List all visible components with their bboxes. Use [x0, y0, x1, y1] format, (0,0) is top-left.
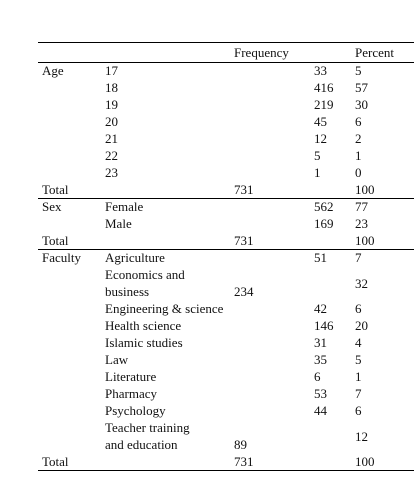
percent: 1 [355, 148, 362, 163]
percent: 6 [355, 114, 362, 129]
percent: 1 [355, 369, 362, 384]
row-item: Literature [105, 369, 157, 384]
section-rule [38, 249, 414, 250]
frequency: 146 [314, 318, 334, 333]
header-percent: Percent [355, 45, 394, 60]
frequency: 45 [314, 114, 327, 129]
total-percent: 100 [355, 233, 375, 248]
percent: 6 [355, 301, 362, 316]
header-rule [38, 62, 414, 63]
frequency: 33 [314, 63, 327, 78]
percent: 57 [355, 80, 368, 95]
frequency: 12 [314, 131, 327, 146]
frequency: 562 [314, 199, 334, 214]
row-item: 20 [105, 114, 118, 129]
frequency: 219 [314, 97, 334, 112]
row-item: 23 [105, 165, 118, 180]
frequency: 35 [314, 352, 327, 367]
percent: 5 [355, 63, 362, 78]
frequency: 53 [314, 386, 327, 401]
row-item: Male [105, 216, 132, 231]
percent: 6 [355, 403, 362, 418]
section-label: Sex [42, 199, 62, 214]
percent: 4 [355, 335, 362, 350]
percent: 2 [355, 131, 362, 146]
total-label: Total [42, 454, 69, 469]
frequency: 89 [234, 437, 247, 452]
frequency: 6 [314, 369, 321, 384]
section-rule [38, 198, 414, 199]
percent: 12 [355, 428, 368, 444]
row-item: 21 [105, 131, 118, 146]
row-item: Health science [105, 318, 182, 333]
section-rule [38, 470, 414, 471]
frequency: 234 [234, 284, 254, 299]
frequency: 31 [314, 335, 327, 350]
row-item: business [105, 284, 150, 299]
row-item: Law [105, 352, 129, 367]
row-item: Islamic studies [105, 335, 183, 350]
total-percent: 100 [355, 454, 375, 469]
row-item: Engineering & science [105, 301, 224, 316]
percent: 20 [355, 318, 368, 333]
row-item: Agriculture [105, 250, 165, 265]
row-item: Female [105, 199, 144, 214]
row-item: 19 [105, 97, 118, 112]
frequency: 416 [314, 80, 334, 95]
total-label: Total [42, 182, 69, 197]
total-frequency: 731 [234, 454, 254, 469]
percent: 7 [355, 386, 362, 401]
total-frequency: 731 [234, 182, 254, 197]
row-item: and education [105, 437, 178, 452]
total-percent: 100 [355, 182, 375, 197]
row-item: 18 [105, 80, 118, 95]
row-item: 17 [105, 63, 118, 78]
percent: 77 [355, 199, 368, 214]
row-item: Psychology [105, 403, 166, 418]
header-frequency: Frequency [234, 45, 289, 60]
frequency: 42 [314, 301, 327, 316]
frequency: 1 [314, 165, 321, 180]
percent: 23 [355, 216, 368, 231]
section-label: Age [42, 63, 64, 78]
frequency: 51 [314, 250, 327, 265]
row-item: Pharmacy [105, 386, 157, 401]
percent: 32 [355, 275, 368, 291]
frequency: 169 [314, 216, 334, 231]
top-rule [38, 42, 414, 43]
total-frequency: 731 [234, 233, 254, 248]
section-label: Faculty [42, 250, 81, 265]
percent: 30 [355, 97, 368, 112]
row-item: Economics and [105, 267, 185, 282]
total-label: Total [42, 233, 69, 248]
frequency: 5 [314, 148, 321, 163]
percent: 7 [355, 250, 362, 265]
row-item: 22 [105, 148, 118, 163]
frequency: 44 [314, 403, 327, 418]
percent: 0 [355, 165, 362, 180]
row-item: Teacher training [105, 420, 190, 435]
percent: 5 [355, 352, 362, 367]
